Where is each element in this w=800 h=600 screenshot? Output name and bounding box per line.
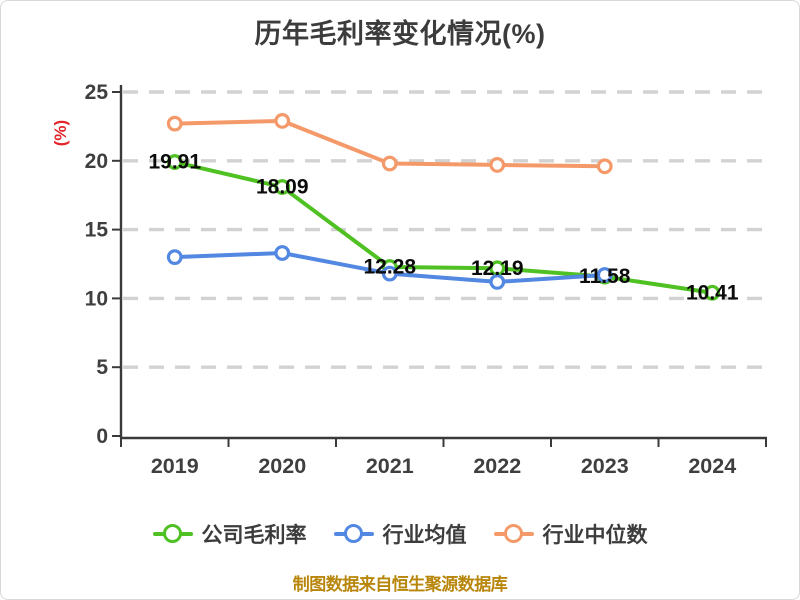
y-tick-label: 5 (96, 356, 108, 379)
legend-ring-icon (343, 524, 363, 543)
data-point[interactable] (489, 157, 506, 173)
data-point[interactable] (166, 249, 183, 266)
data-label: 12.28 (363, 256, 416, 279)
y-tick-label: 15 (85, 219, 109, 242)
legend-label: 行业均值 (382, 524, 467, 547)
y-tick-label: 20 (85, 150, 108, 173)
line-chart: 0 5 10 15 20 25 2019 2020 2021 2022 2023 2024 19.91 1… (85, 81, 767, 478)
legend-label: 行业中位数 (542, 524, 648, 547)
data-point[interactable] (274, 112, 291, 129)
chart-legend: 公司毛利率 行业均值 行业中位数 (0, 519, 800, 549)
y-tick-label: 10 (85, 287, 108, 310)
data-point[interactable] (274, 245, 291, 261)
data-point[interactable] (489, 273, 506, 290)
legend-item-0[interactable]: 公司毛利率 (152, 519, 307, 549)
footer-source-note: 制图数据来自恒生聚源数据库 (292, 575, 508, 594)
y-tick-label: 0 (96, 425, 108, 448)
data-point[interactable] (166, 115, 183, 132)
data-point[interactable] (704, 284, 721, 301)
data-point[interactable] (596, 267, 613, 283)
legend-line-marker-icon (333, 523, 374, 545)
x-tick-label: 2023 (581, 454, 629, 478)
legend-label: 公司毛利率 (201, 524, 307, 547)
data-point[interactable] (274, 179, 291, 195)
chart-title: 历年毛利率变化情况(%) (254, 19, 546, 49)
legend-line-marker-icon (152, 523, 193, 545)
y-tick-label: 25 (85, 81, 109, 104)
data-label: 12.19 (471, 257, 524, 280)
x-tick-label: 2022 (473, 454, 521, 478)
data-point[interactable] (381, 155, 398, 172)
x-tick-label: 2021 (366, 454, 414, 478)
x-tick-label: 2020 (258, 454, 306, 478)
legend-ring-icon (503, 524, 523, 543)
data-label: 10.41 (686, 281, 739, 304)
data-point[interactable] (166, 154, 183, 170)
data-label: 18.09 (256, 176, 309, 199)
legend-ring-icon (162, 524, 182, 543)
data-label: 11.58 (579, 265, 631, 288)
legend-item-2[interactable]: 行业中位数 (493, 519, 648, 549)
data-point[interactable] (381, 265, 398, 282)
data-point[interactable] (596, 158, 613, 175)
series-line-0 (172, 160, 715, 295)
x-tick-label: 2019 (151, 454, 199, 478)
data-label: 19.91 (148, 151, 201, 174)
legend-line-marker-icon (493, 523, 534, 545)
x-tick-label: 2024 (688, 454, 736, 478)
legend-item-1[interactable]: 行业均值 (333, 519, 467, 549)
